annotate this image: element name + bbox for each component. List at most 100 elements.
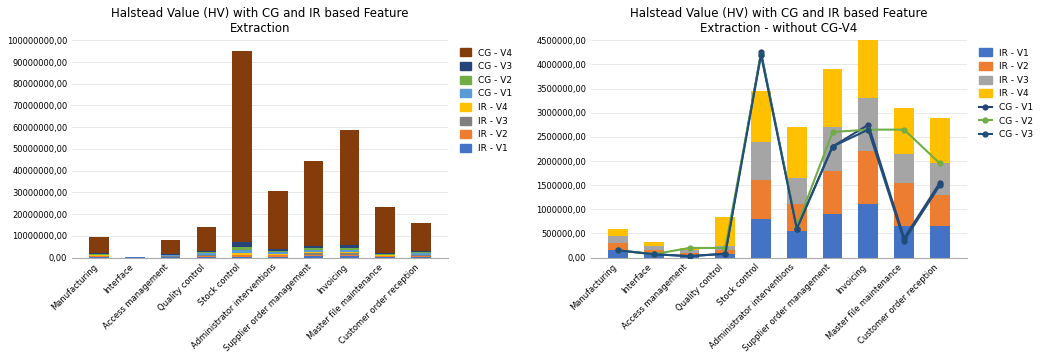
Bar — [895, 226, 914, 258]
Bar — [196, 253, 216, 255]
CG - V3 — [647, 252, 660, 256]
CG - V3 — [719, 252, 732, 256]
Bar — [680, 248, 699, 250]
Bar — [858, 98, 878, 151]
Bar — [196, 251, 216, 252]
Bar — [89, 237, 109, 253]
CG - V3 — [898, 239, 910, 243]
Bar — [268, 254, 288, 255]
CG - V1 — [647, 252, 660, 256]
CG - V1 — [719, 252, 732, 256]
Line: CG - V3: CG - V3 — [616, 52, 943, 258]
Bar — [232, 257, 252, 258]
Bar — [715, 254, 735, 258]
Bar — [232, 242, 252, 247]
Bar — [339, 130, 359, 246]
Bar — [196, 227, 216, 251]
Bar — [268, 256, 288, 257]
Bar — [304, 252, 324, 253]
Line: CG - V1: CG - V1 — [616, 50, 943, 258]
Bar — [644, 254, 664, 258]
Bar — [268, 191, 288, 249]
Bar — [304, 248, 324, 251]
Bar — [89, 256, 109, 257]
CG - V3 — [933, 183, 946, 187]
Bar — [161, 254, 181, 255]
Bar — [930, 118, 950, 163]
Bar — [304, 246, 324, 248]
Bar — [680, 250, 699, 253]
CG - V3 — [862, 127, 875, 132]
Bar — [858, 40, 878, 98]
CG - V1 — [898, 236, 910, 240]
Bar — [339, 253, 359, 255]
Bar — [339, 252, 359, 253]
Bar — [376, 255, 395, 256]
Bar — [680, 253, 699, 255]
Bar — [411, 223, 431, 251]
CG - V2 — [647, 252, 660, 256]
Bar — [89, 254, 109, 255]
Title: Halstead Value (HV) with CG and IR based Feature
Extraction - without CG-V4: Halstead Value (HV) with CG and IR based… — [631, 7, 928, 35]
Bar — [715, 250, 735, 254]
CG - V2 — [719, 246, 732, 250]
Bar — [232, 256, 252, 257]
Bar — [376, 207, 395, 253]
Bar — [339, 248, 359, 250]
CG - V3 — [683, 254, 695, 258]
Bar — [895, 154, 914, 183]
Bar — [268, 249, 288, 251]
Bar — [752, 142, 770, 180]
Bar — [376, 254, 395, 255]
Bar — [752, 91, 770, 142]
Bar — [787, 127, 807, 178]
CG - V3 — [826, 144, 838, 149]
Bar — [930, 195, 950, 226]
Bar — [196, 255, 216, 256]
Bar — [858, 204, 878, 258]
Bar — [376, 257, 395, 258]
CG - V1 — [790, 226, 803, 231]
Bar — [232, 255, 252, 256]
Bar — [89, 255, 109, 256]
Bar — [787, 231, 807, 258]
Bar — [268, 252, 288, 254]
Bar — [161, 257, 181, 258]
CG - V2 — [683, 246, 695, 250]
CG - V1 — [933, 181, 946, 185]
Bar — [196, 252, 216, 253]
CG - V3 — [612, 248, 624, 252]
Bar — [339, 250, 359, 252]
Bar — [823, 214, 843, 258]
Bar — [411, 253, 431, 255]
CG - V3 — [755, 53, 767, 57]
Bar — [895, 108, 914, 154]
Bar — [232, 250, 252, 253]
CG - V2 — [790, 224, 803, 228]
Bar — [609, 236, 627, 243]
Line: CG - V2: CG - V2 — [616, 52, 943, 257]
Bar — [339, 246, 359, 248]
CG - V1 — [862, 123, 875, 127]
CG - V3 — [790, 226, 803, 231]
Bar — [752, 219, 770, 258]
Bar — [376, 256, 395, 257]
Bar — [644, 246, 664, 250]
Bar — [858, 151, 878, 204]
Bar — [304, 161, 324, 246]
Bar — [268, 257, 288, 258]
CG - V1 — [826, 144, 838, 149]
Title: Halstead Value (HV) with CG and IR based Feature
Extraction: Halstead Value (HV) with CG and IR based… — [112, 7, 409, 35]
Bar — [339, 256, 359, 258]
Bar — [411, 252, 431, 253]
CG - V2 — [612, 248, 624, 252]
Bar — [161, 255, 181, 256]
Bar — [339, 255, 359, 256]
CG - V2 — [755, 53, 767, 57]
CG - V1 — [755, 50, 767, 54]
Bar — [376, 253, 395, 254]
CG - V1 — [612, 248, 624, 252]
Bar — [680, 255, 699, 258]
CG - V2 — [898, 127, 910, 132]
Bar — [161, 240, 181, 254]
